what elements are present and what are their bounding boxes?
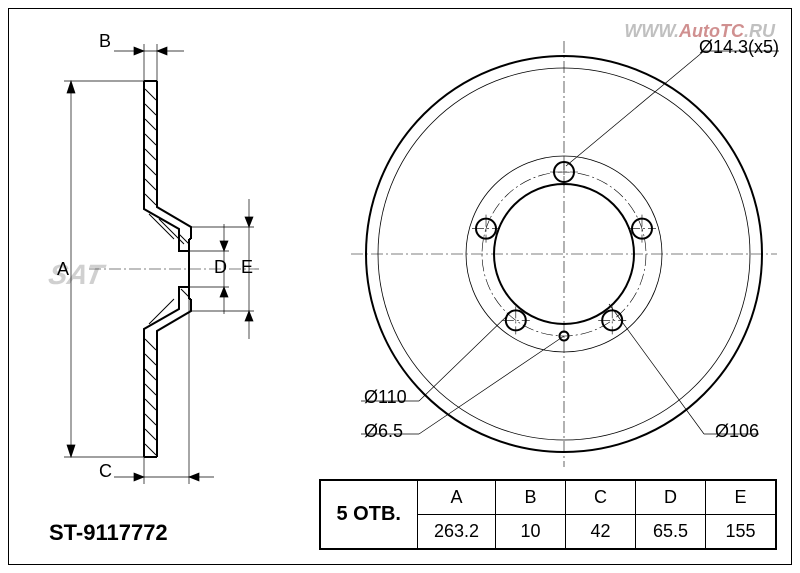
front-view: Ø14.3(x5) Ø110 Ø6.5 Ø106 — [309, 19, 789, 479]
th-c: C — [566, 481, 636, 515]
table-header-row: 5 ОТВ. A B C D E — [320, 481, 776, 515]
annotation-small-hole: Ø6.5 — [364, 421, 403, 442]
drawing-frame: WWW.AutoTC.RU SAT — [8, 8, 792, 565]
front-view-svg — [309, 19, 789, 489]
hole-count-cell: 5 ОТВ. — [320, 481, 417, 549]
tv-e: 155 — [706, 515, 776, 549]
th-b: B — [496, 481, 566, 515]
tv-a: 263.2 — [417, 515, 495, 549]
tv-b: 10 — [496, 515, 566, 549]
annotation-center-bore: Ø106 — [715, 421, 759, 442]
th-a: A — [417, 481, 495, 515]
dim-label-c: C — [99, 461, 112, 482]
dimension-table: 5 ОТВ. A B C D E 263.2 10 42 65.5 155 — [319, 479, 778, 550]
tv-d: 65.5 — [636, 515, 706, 549]
dim-label-b: B — [99, 31, 111, 52]
dim-label-d: D — [214, 257, 227, 278]
dim-label-a: A — [57, 259, 69, 280]
part-number: ST-9117772 — [49, 520, 168, 546]
tv-c: 42 — [566, 515, 636, 549]
dim-label-e: E — [241, 257, 253, 278]
annotation-pcd: Ø110 — [364, 387, 407, 408]
th-e: E — [706, 481, 776, 515]
side-section-view: A B C D E — [29, 29, 289, 489]
annotation-bolt-pattern: Ø14.3(x5) — [699, 37, 779, 58]
th-d: D — [636, 481, 706, 515]
